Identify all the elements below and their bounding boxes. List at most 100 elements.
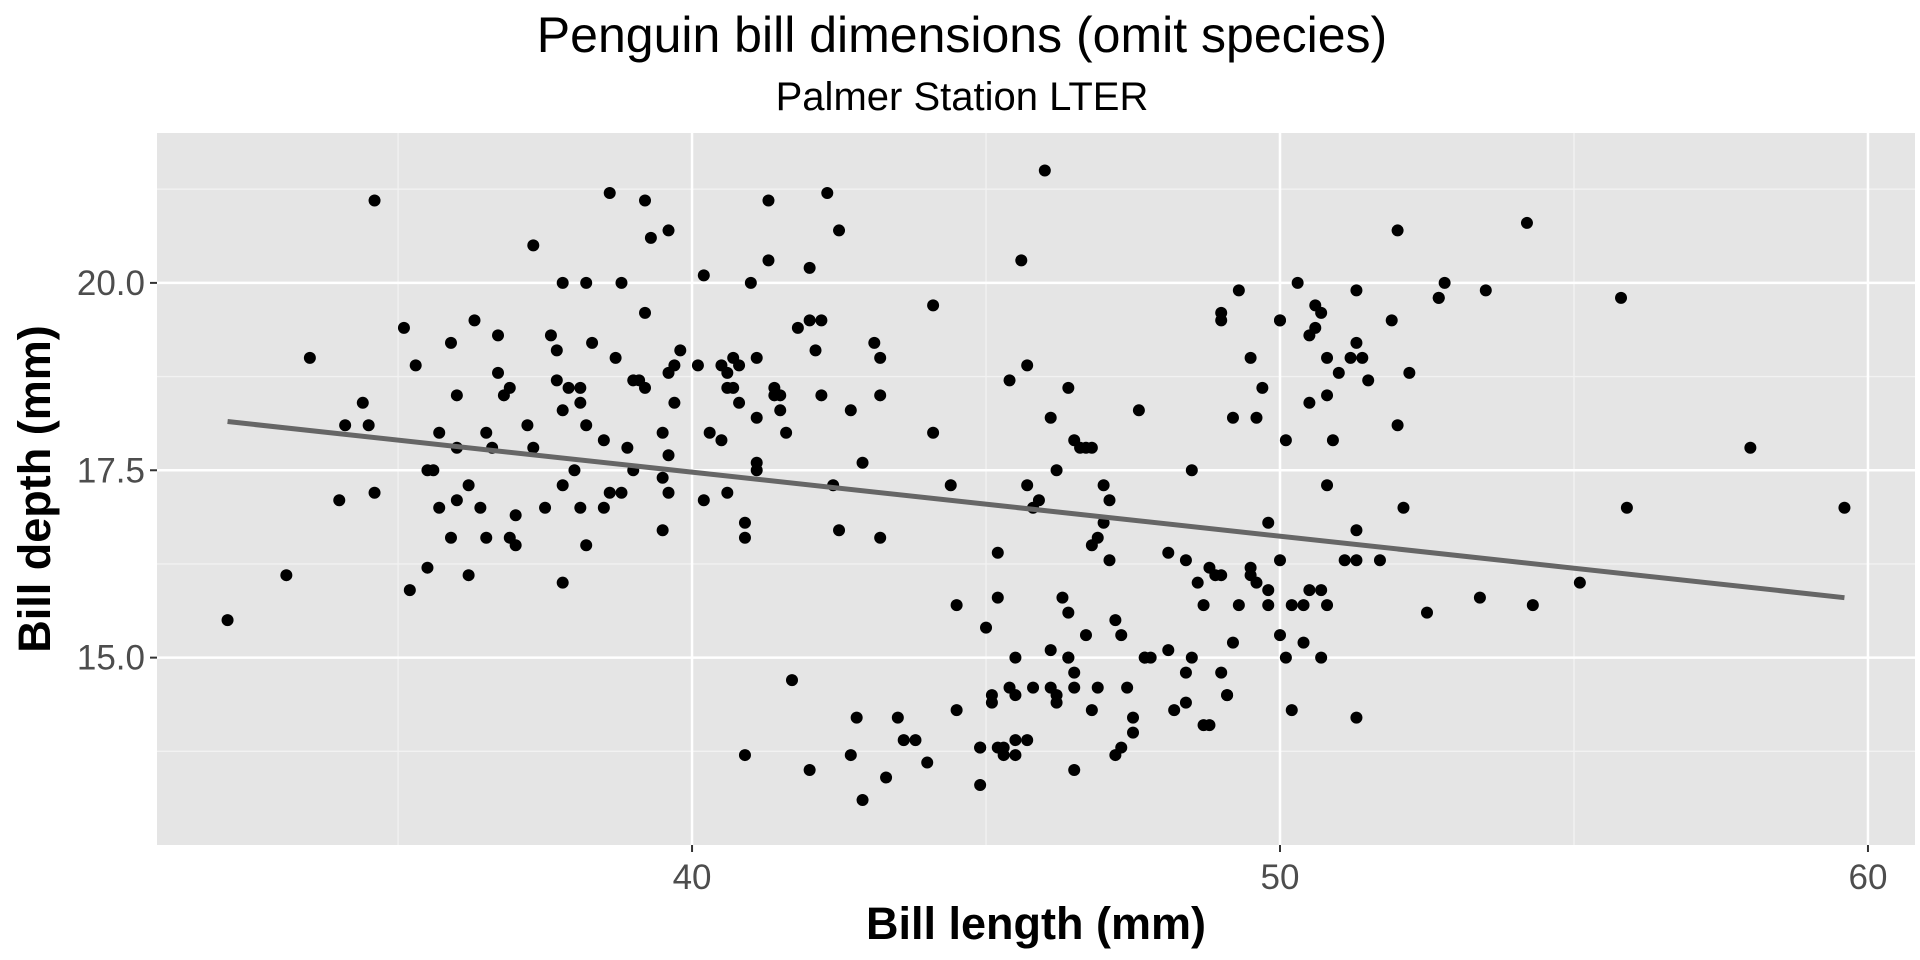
data-point-199 [503, 531, 516, 544]
data-point-108 [909, 734, 922, 747]
data-point-204 [715, 359, 728, 372]
data-point-52 [615, 276, 628, 289]
data-point-198 [1838, 501, 1851, 514]
data-point-124 [1003, 374, 1016, 387]
data-point-212 [539, 501, 552, 514]
data-point-171 [1297, 599, 1310, 612]
data-point-202 [639, 381, 652, 394]
data-point-195 [1615, 291, 1628, 304]
data-point-170 [1285, 704, 1298, 717]
data-point-41 [556, 479, 569, 492]
data-point-95 [833, 224, 846, 237]
data-point-280 [1350, 524, 1363, 537]
data-point-100 [856, 794, 869, 807]
data-point-79 [750, 411, 763, 424]
data-point-91 [809, 344, 822, 357]
data-point-77 [738, 749, 751, 762]
data-point-284 [1209, 569, 1222, 582]
data-point-283 [1262, 599, 1275, 612]
data-point-229 [1232, 599, 1245, 612]
y-axis-ticks: 15.0 17.5 20.0 [77, 264, 157, 678]
data-point-59 [639, 194, 652, 207]
data-point-89 [803, 261, 816, 274]
data-point-148 [1121, 681, 1134, 694]
data-point-234 [1185, 651, 1198, 664]
data-point-192 [1520, 216, 1533, 229]
y-tick-label-2: 20.0 [77, 264, 145, 303]
data-point-256 [1203, 719, 1216, 732]
y-tick-label-1: 17.5 [77, 451, 145, 490]
data-point-233 [1109, 614, 1122, 627]
data-point-238 [1068, 681, 1081, 694]
data-point-224 [974, 741, 987, 754]
data-point-207 [815, 314, 828, 327]
data-point-22 [462, 479, 475, 492]
data-point-61 [656, 471, 669, 484]
data-point-203 [662, 366, 675, 379]
data-point-215 [738, 516, 751, 529]
data-point-167 [1274, 629, 1287, 642]
data-point-255 [1115, 741, 1128, 754]
data-point-43 [574, 381, 587, 394]
data-point-14 [427, 464, 440, 477]
data-point-21 [462, 569, 475, 582]
data-point-179 [1350, 711, 1363, 724]
data-point-197 [1744, 441, 1757, 454]
data-point-236 [1315, 651, 1328, 664]
chart-subtitle: Palmer Station LTER [776, 75, 1149, 119]
data-point-190 [1473, 591, 1486, 604]
data-point-102 [874, 351, 887, 364]
data-point-240 [1215, 666, 1228, 679]
data-point-244 [1127, 711, 1140, 724]
data-point-194 [1573, 576, 1586, 589]
data-point-111 [927, 426, 940, 439]
data-point-69 [697, 269, 710, 282]
data-point-153 [1168, 704, 1181, 717]
data-point-87 [785, 674, 798, 687]
data-point-27 [492, 366, 505, 379]
data-point-201 [580, 539, 593, 552]
data-point-220 [574, 396, 587, 409]
data-point-269 [1291, 276, 1304, 289]
major-gridlines [157, 133, 1915, 845]
data-point-73 [721, 486, 734, 499]
data-point-18 [450, 389, 463, 402]
data-point-107 [897, 734, 910, 747]
data-point-189 [1438, 276, 1451, 289]
data-point-0 [221, 614, 234, 627]
data-point-254 [1044, 681, 1057, 694]
data-point-104 [874, 531, 887, 544]
x-tick-label-0: 40 [673, 858, 712, 897]
data-point-83 [762, 194, 775, 207]
data-point-7 [368, 194, 381, 207]
data-point-276 [1321, 351, 1334, 364]
data-point-169 [1279, 434, 1292, 447]
data-point-278 [1303, 329, 1316, 342]
data-point-129 [1021, 734, 1034, 747]
plot-panel [157, 133, 1915, 845]
data-point-288 [1062, 651, 1075, 664]
data-point-149 [1127, 726, 1140, 739]
data-point-66 [674, 344, 687, 357]
data-point-53 [615, 486, 628, 499]
data-point-126 [1009, 651, 1022, 664]
data-point-40 [556, 404, 569, 417]
data-point-273 [1350, 336, 1363, 349]
data-point-226 [1091, 681, 1104, 694]
data-point-121 [991, 546, 1004, 559]
data-point-211 [480, 531, 493, 544]
data-point-133 [1044, 644, 1057, 657]
data-point-191 [1479, 284, 1492, 297]
data-point-219 [444, 531, 457, 544]
data-point-186 [1403, 366, 1416, 379]
data-point-62 [656, 524, 669, 537]
data-point-279 [1321, 599, 1334, 612]
data-point-213 [568, 464, 581, 477]
data-point-54 [621, 441, 634, 454]
data-point-50 [603, 486, 616, 499]
data-point-36 [544, 329, 557, 342]
data-point-28 [492, 329, 505, 342]
data-point-258 [1285, 599, 1298, 612]
data-point-257 [1226, 636, 1239, 649]
data-point-246 [1221, 689, 1234, 702]
